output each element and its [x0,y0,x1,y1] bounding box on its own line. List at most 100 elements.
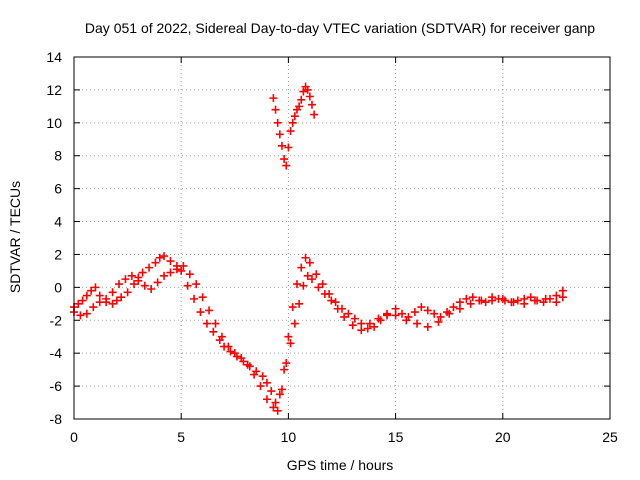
data-point [273,118,282,127]
data-point [275,390,284,399]
x-tick-label: 25 [602,429,618,445]
data-point [286,339,295,348]
data-point [273,406,282,415]
data-point [87,286,96,295]
data-point [172,265,181,274]
data-point [155,253,164,262]
data-point [243,360,252,369]
data-point [151,258,160,267]
data-point [160,271,169,280]
data-series [70,82,567,415]
data-point [301,253,310,262]
data-point [383,309,392,318]
data-point [290,112,299,121]
data-point [288,118,297,127]
data-point [76,311,85,320]
axis-ticks: 0 5 10 15 20 25 -8 -6 -4 -2 0 2 4 6 8 10 12 14 [46,49,618,445]
data-point [269,403,278,412]
data-point [256,382,265,391]
data-point [230,349,239,358]
data-point [91,283,100,292]
data-point [434,317,443,326]
y-tick-label: 14 [46,49,62,65]
data-point [305,258,314,267]
data-point [430,309,439,318]
data-point [202,319,211,328]
data-point [185,270,194,279]
data-point [436,312,445,321]
data-point [331,298,340,307]
x-tick-label: 0 [70,429,78,445]
data-point [413,319,422,328]
data-point [314,283,323,292]
data-point [282,161,291,170]
data-point [166,268,175,277]
data-point [121,275,130,284]
data-point [74,299,83,308]
x-tick-label: 5 [177,429,185,445]
y-tick-label: -6 [50,378,63,394]
data-point [423,322,432,331]
data-point [198,293,207,302]
data-point [115,280,124,289]
data-point [160,252,169,261]
data-point [363,324,372,333]
data-point [89,303,98,312]
data-point [183,281,192,290]
y-tick-label: -2 [50,312,63,328]
data-point [292,280,301,289]
data-point [357,326,366,335]
y-tick-label: 10 [46,115,62,131]
data-point [127,271,136,280]
data-point [226,347,235,356]
data-point [271,398,280,407]
data-point [78,296,87,305]
data-point [365,319,374,328]
data-point [526,293,535,302]
y-tick-label: 8 [54,148,62,164]
data-point [552,298,561,307]
data-point [217,332,226,341]
data-point [509,298,518,307]
data-point [320,289,329,298]
data-point [286,127,295,136]
chart-title: Day 051 of 2022, Sidereal Day-to-day VTE… [85,20,595,36]
data-point [297,263,306,272]
x-tick-label: 10 [281,429,297,445]
x-tick-label: 15 [388,429,404,445]
data-point [530,296,539,305]
data-point [307,275,316,284]
data-point [108,288,117,297]
data-point [140,281,149,290]
grid-lines [74,57,610,419]
data-point [305,92,314,101]
data-point [192,280,201,289]
data-point [445,309,454,318]
data-point [498,294,507,303]
data-point [541,294,550,303]
data-point [295,102,304,111]
data-point [134,276,143,285]
data-point [209,327,218,336]
data-point [250,370,259,379]
data-point [477,296,486,305]
data-point [455,304,464,313]
data-point [95,298,104,307]
y-tick-label: 2 [54,246,62,262]
data-point [318,280,327,289]
data-point [153,278,162,287]
data-point [280,155,289,164]
data-point [513,296,522,305]
data-point [284,143,293,152]
data-point [558,293,567,302]
data-point [295,299,304,308]
data-point [282,359,291,368]
data-point [520,299,529,308]
data-point [290,319,299,328]
data-point [177,266,186,275]
plot-border [73,56,611,420]
y-tick-label: 12 [46,82,62,98]
data-point [350,314,359,323]
data-point [344,309,353,318]
